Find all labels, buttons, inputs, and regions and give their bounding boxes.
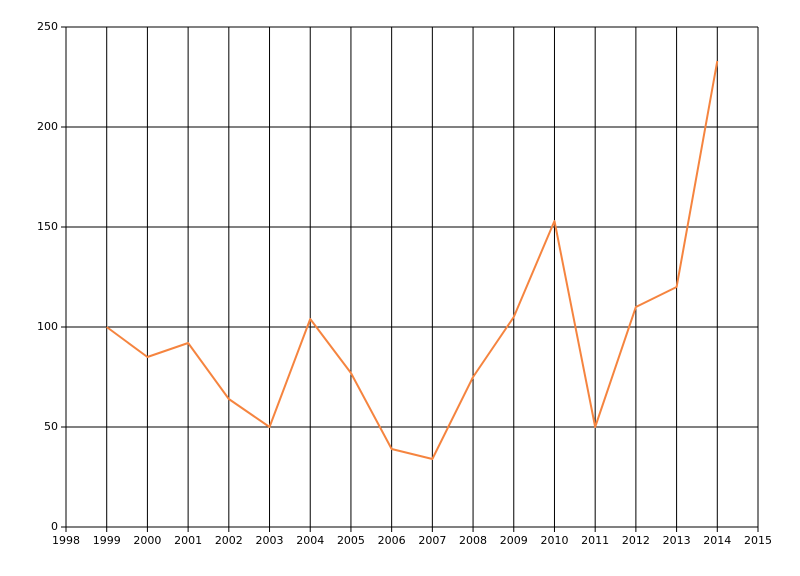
x-tick-label: 2008 — [459, 534, 487, 547]
x-tick-label: 1998 — [52, 534, 80, 547]
x-tick-label: 2013 — [663, 534, 691, 547]
x-tick-label: 2012 — [622, 534, 650, 547]
y-tick-label: 100 — [37, 320, 58, 333]
x-tick-label: 2002 — [215, 534, 243, 547]
x-tick-label: 2000 — [133, 534, 161, 547]
data-line — [106, 60, 719, 460]
x-tick-label: 2001 — [174, 534, 202, 547]
y-tick-label: 250 — [37, 20, 58, 33]
x-tick-label: 2009 — [500, 534, 528, 547]
x-tick-label: 2005 — [337, 534, 365, 547]
x-tick-label: 1999 — [93, 534, 121, 547]
y-tick-label: 200 — [37, 120, 58, 133]
x-tick-label: 2007 — [418, 534, 446, 547]
y-tick-label: 150 — [37, 220, 58, 233]
x-tick-label: 2010 — [540, 534, 568, 547]
x-tick-label: 2004 — [296, 534, 324, 547]
x-tick-label: 2011 — [581, 534, 609, 547]
y-tick-label: 50 — [44, 420, 58, 433]
x-tick-label: 2014 — [703, 534, 731, 547]
y-tick-label: 0 — [51, 520, 58, 533]
x-tick-label: 2006 — [378, 534, 406, 547]
x-tick-label: 2003 — [256, 534, 284, 547]
x-tick-label: 2015 — [744, 534, 772, 547]
